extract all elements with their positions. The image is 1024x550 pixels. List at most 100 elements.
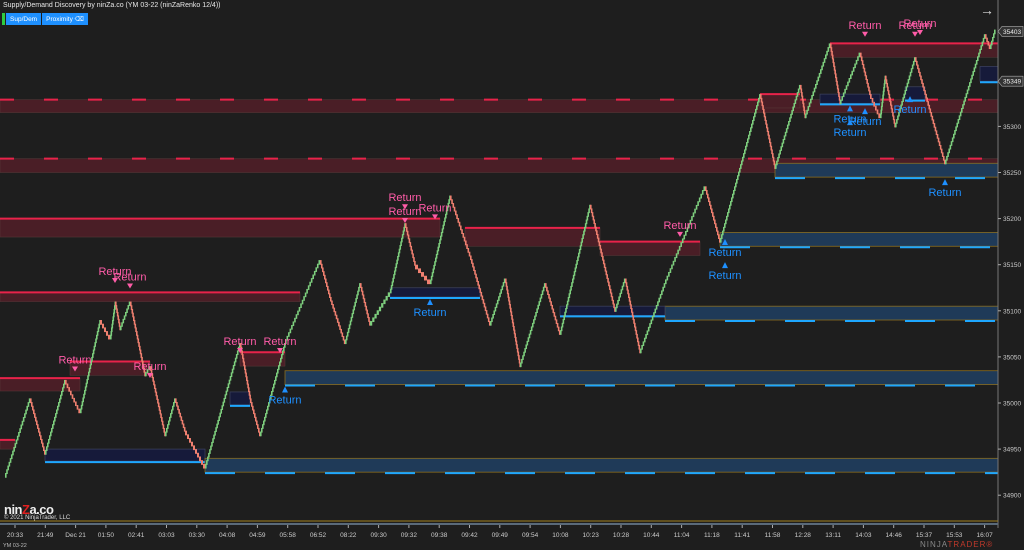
renko-brick-up — [578, 252, 580, 258]
renko-brick-down — [37, 424, 39, 429]
renko-brick-up — [734, 186, 736, 192]
renko-brick-up — [393, 274, 395, 279]
renko-brick-up — [792, 106, 794, 112]
renko-brick-down — [131, 308, 134, 314]
sell-signal-arrow — [402, 204, 408, 210]
renko-brick-down — [472, 262, 474, 268]
renko-brick-down — [450, 195, 452, 201]
renko-brick-down — [245, 372, 247, 378]
renko-brick-down — [986, 37, 988, 43]
renko-brick-up — [647, 326, 650, 332]
renko-brick-up — [449, 195, 451, 201]
renko-brick-down — [248, 391, 251, 396]
renko-brick-up — [561, 322, 564, 328]
renko-brick-down — [713, 215, 715, 221]
renko-brick-down — [409, 242, 412, 247]
renko-brick-down — [341, 332, 344, 337]
renko-brick-up — [721, 234, 723, 239]
renko-brick-up — [562, 319, 565, 324]
renko-brick-up — [400, 241, 402, 247]
renko-brick-up — [95, 338, 97, 344]
renko-brick-down — [360, 283, 362, 288]
renko-brick-down — [361, 290, 364, 296]
renko-brick-up — [434, 261, 436, 266]
proximity-button[interactable]: Proximity ⌫ — [42, 13, 88, 25]
y-tick-label: 35000 — [1003, 401, 1021, 408]
renko-brick-up — [493, 310, 496, 315]
renko-brick-down — [919, 71, 921, 77]
renko-brick-up — [383, 299, 386, 305]
x-tick-label: 20:33 — [7, 532, 24, 539]
renko-brick-down — [917, 64, 919, 70]
renko-brick-down — [591, 212, 594, 217]
renko-brick-up — [665, 279, 667, 285]
renko-brick-up — [272, 387, 274, 393]
renko-brick-down — [360, 286, 363, 292]
renko-brick-up — [46, 446, 48, 452]
renko-brick-up — [620, 289, 623, 294]
renko-brick-down — [550, 301, 552, 306]
renko-brick-up — [899, 108, 901, 113]
renko-brick-up — [971, 74, 973, 80]
renko-brick-up — [53, 420, 55, 426]
renko-brick-down — [483, 302, 486, 308]
renko-brick-up — [980, 45, 983, 50]
demand-zone — [559, 305, 666, 316]
renko-brick-up — [112, 316, 115, 322]
renko-brick-up — [492, 313, 494, 319]
x-tick-label: 13:11 — [825, 532, 841, 539]
sup-dem-button[interactable]: Sup/Dem — [6, 13, 42, 25]
renko-brick-down — [340, 328, 342, 334]
y-tick-label: 34900 — [1003, 493, 1021, 500]
renko-brick-up — [58, 402, 60, 407]
renko-brick-down — [178, 409, 180, 414]
renko-brick-up — [127, 305, 130, 310]
renko-brick-up — [92, 349, 95, 355]
renko-brick-up — [224, 394, 227, 399]
renko-brick-down — [66, 383, 69, 389]
renko-brick-down — [705, 186, 707, 192]
renko-brick-down — [838, 95, 841, 101]
renko-brick-down — [138, 342, 140, 347]
y-tick-label: 35050 — [1003, 354, 1021, 361]
renko-brick-up — [982, 37, 985, 43]
renko-brick-up — [677, 249, 679, 255]
renko-brick-down — [253, 409, 255, 415]
arrow-right-icon[interactable]: → — [980, 2, 994, 18]
renko-brick-up — [81, 401, 84, 406]
renko-brick-up — [91, 356, 93, 362]
renko-brick-up — [390, 288, 392, 294]
renko-brick-up — [433, 264, 435, 270]
supply-zone — [0, 218, 441, 238]
renko-brick-down — [766, 123, 768, 129]
renko-brick-up — [959, 111, 962, 117]
renko-brick-up — [908, 75, 911, 81]
renko-brick-up — [430, 279, 432, 285]
renko-brick-up — [499, 292, 501, 298]
renko-brick-up — [967, 85, 970, 91]
renko-brick-down — [477, 280, 479, 286]
renko-brick-down — [803, 110, 806, 115]
renko-brick-down — [330, 296, 332, 302]
demand-zone — [719, 232, 999, 247]
renko-brick-down — [506, 289, 509, 295]
renko-brick-down — [325, 278, 327, 284]
renko-brick-up — [525, 344, 528, 350]
renko-brick-down — [936, 134, 939, 139]
renko-brick-down — [257, 424, 259, 429]
renko-brick-up — [279, 361, 281, 367]
renko-brick-down — [918, 68, 920, 73]
renko-brick-down — [180, 416, 183, 421]
renko-brick-up — [260, 431, 262, 437]
renko-brick-up — [439, 239, 441, 244]
renko-brick-up — [436, 250, 439, 255]
renko-brick-up — [641, 345, 643, 350]
renko-brick-up — [318, 260, 321, 265]
renko-brick-down — [593, 219, 596, 225]
renko-brick-up — [538, 301, 541, 306]
renko-brick-up — [113, 312, 115, 318]
renko-brick-up — [966, 89, 969, 95]
renko-brick-up — [374, 313, 377, 319]
sell-signal-arrow — [237, 348, 243, 354]
